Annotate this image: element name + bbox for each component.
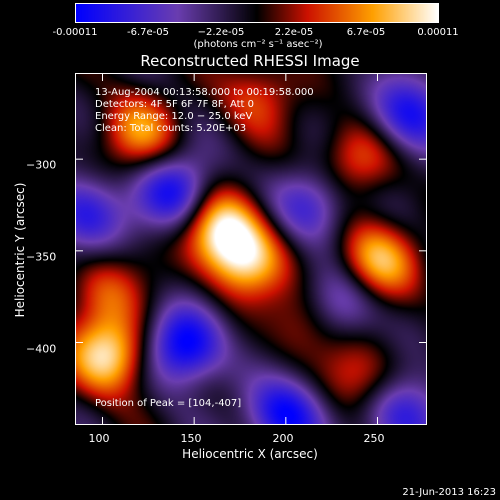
colorbar-tick-label: -6.7e-05 <box>127 27 169 38</box>
y-tick-label: −400 <box>26 342 57 356</box>
annotation-total-counts: Clean: Total counts: 5.20E+03 <box>95 123 247 134</box>
y-axis-label: Heliocentric Y (arcsec) <box>13 182 27 318</box>
x-tick-label: 250 <box>363 432 385 445</box>
peak-position-label: Position of Peak = [104,-407] <box>95 398 242 409</box>
annotation-energy-range: Energy Range: 12.0 − 25.0 keV <box>95 111 253 122</box>
axis-ticks <box>75 73 427 425</box>
render-timestamp: 21-Jun-2013 16:23 <box>402 487 496 498</box>
colorbar-tick-label: 2.2e-05 <box>274 27 314 38</box>
colorbar-tick-label: -0.00011 <box>52 27 98 38</box>
x-axis-label: Heliocentric X (arcsec) <box>182 447 318 461</box>
y-tick-label: −300 <box>26 158 57 172</box>
colorbar-gradient <box>75 3 439 23</box>
colorbar-unit-label: (photons cm⁻² s⁻¹ asec⁻²) <box>193 39 323 50</box>
y-tick-label: −350 <box>26 250 57 264</box>
annotation-detectors: Detectors: 4F 5F 6F 7F 8F, Att 0 <box>95 99 255 110</box>
colorbar-tick-label: 0.00011 <box>417 27 459 38</box>
colorbar-tick-label: 6.7e-05 <box>346 27 386 38</box>
annotation-time-range: 13-Aug-2004 00:13:58.000 to 00:19:58.000 <box>95 87 314 98</box>
plot-area: 13-Aug-2004 00:13:58.000 to 00:19:58.000… <box>75 73 427 425</box>
heatmap-image <box>75 73 427 425</box>
x-tick-label: 150 <box>180 432 202 445</box>
x-tick-label: 200 <box>272 432 294 445</box>
chart-title: Reconstructed RHESSI Image <box>140 52 360 70</box>
x-tick-label: 100 <box>88 432 110 445</box>
colorbar-tick-label: −2.2e-05 <box>197 27 245 38</box>
colorbar <box>75 3 439 23</box>
